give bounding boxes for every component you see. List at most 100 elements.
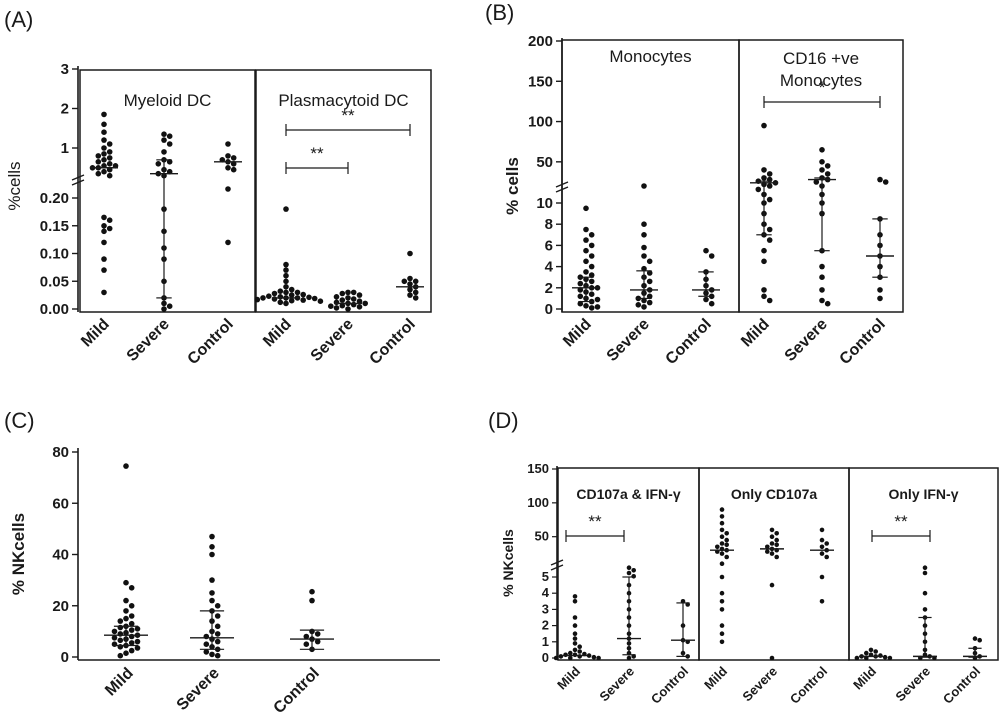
data-point-control (882, 179, 889, 185)
data-point-mild (761, 293, 767, 300)
data-point-mild (288, 292, 295, 298)
data-point-mild (300, 297, 307, 303)
data-point-severe (350, 289, 357, 296)
data-point-mild (271, 296, 278, 302)
data-point-severe (345, 295, 351, 301)
data-point-mild (719, 520, 725, 526)
data-point-mild (106, 172, 113, 179)
data-point-severe (646, 270, 653, 276)
box-title-line: CD16 +ve (783, 49, 859, 68)
data-point-mild (755, 186, 762, 193)
y-tick-label: 50 (535, 529, 549, 544)
y-tick-label: 200 (528, 33, 553, 50)
data-point-severe (356, 292, 363, 298)
data-point-control (407, 281, 413, 287)
data-point-mild (882, 654, 888, 660)
box-title-line: Monocytes (780, 71, 862, 90)
data-point-mild (134, 626, 141, 632)
data-point-mild (577, 287, 584, 293)
data-point-mild (111, 628, 118, 635)
data-point-mild (577, 654, 582, 659)
y-tick-label: 10 (536, 195, 553, 212)
significance-bracket-label: ** (894, 512, 908, 531)
y-tick-label: 20 (52, 598, 69, 615)
data-point-severe (824, 163, 831, 169)
panel-box (255, 69, 432, 313)
data-point-severe (209, 590, 215, 596)
category-label: Control (837, 316, 889, 368)
y-tick-label: 2 (542, 618, 549, 633)
data-point-severe (356, 304, 363, 310)
data-point-severe (922, 565, 928, 570)
category-label: Control (185, 316, 237, 368)
data-point-severe (646, 278, 653, 285)
data-point-mild (719, 541, 725, 546)
data-point-severe (774, 531, 779, 536)
data-point-severe (635, 302, 642, 308)
data-point-severe (345, 289, 351, 296)
data-point-severe (333, 305, 340, 311)
data-point-mild (583, 247, 589, 254)
y-tick-label: 0.10 (40, 246, 69, 263)
data-point-severe (765, 544, 770, 550)
data-point-mild (106, 161, 113, 167)
y-tick-label: 50 (536, 154, 553, 171)
data-point-mild (583, 226, 589, 233)
data-point-control (225, 153, 231, 159)
data-point-severe (166, 133, 173, 139)
data-point-severe (214, 603, 221, 609)
data-point-mild (260, 295, 266, 301)
data-point-severe (209, 551, 215, 558)
y-tick-label: 100 (528, 114, 553, 131)
data-point-mild (317, 298, 324, 305)
data-point-mild (306, 294, 312, 301)
category-label: Control (271, 665, 323, 717)
data-point-mild (588, 242, 595, 249)
y-tick-label: 5 (542, 569, 549, 584)
y-axis-break (71, 174, 85, 181)
data-point-control (314, 631, 321, 637)
data-point-mild (854, 655, 860, 661)
data-point-mild (128, 620, 135, 627)
category-label: Severe (124, 316, 173, 365)
data-point-severe (769, 655, 775, 661)
data-point-mild (271, 290, 278, 297)
data-point-mild (288, 286, 295, 293)
data-point-severe (641, 244, 647, 251)
significance-bracket-label: ** (588, 512, 602, 531)
y-tick-label: 0.20 (40, 190, 69, 207)
data-point-mild (864, 650, 869, 656)
data-point-mild (588, 263, 595, 270)
data-point-mild (568, 650, 573, 656)
data-point-mild (588, 232, 595, 238)
data-point-mild (868, 647, 874, 653)
data-point-mild (594, 304, 601, 310)
data-point-mild (101, 129, 107, 135)
data-point-mild (596, 655, 601, 661)
data-point-mild (106, 141, 113, 147)
data-point-mild (572, 631, 578, 636)
data-point-severe (339, 302, 346, 309)
data-point-severe (641, 232, 647, 238)
data-point-mild (117, 637, 124, 644)
data-point-severe (203, 641, 210, 647)
data-point-severe (626, 655, 632, 661)
y-axis-title: %cells (5, 161, 24, 210)
data-point-mild (128, 647, 135, 654)
data-point-severe (328, 303, 334, 310)
data-point-mild (766, 297, 773, 304)
data-point-severe (161, 300, 167, 307)
data-point-control (407, 275, 413, 282)
data-point-mild (311, 295, 318, 302)
data-point-severe (813, 179, 820, 185)
significance-bracket-label: * (819, 78, 826, 97)
data-point-severe (641, 183, 647, 189)
significance-bracket-label: ** (341, 106, 355, 125)
data-point-mild (766, 183, 773, 189)
data-point-mild (101, 137, 107, 143)
category-label: Mild (78, 316, 113, 351)
y-tick-label: 150 (527, 461, 549, 476)
data-point-mild (719, 607, 725, 612)
data-point-severe (641, 221, 647, 227)
category-label: Mild (102, 665, 137, 700)
